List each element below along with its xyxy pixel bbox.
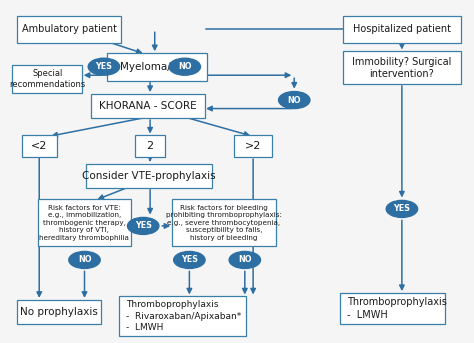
Text: NO: NO <box>178 62 191 71</box>
Ellipse shape <box>88 58 119 75</box>
Text: KHORANA - SCORE: KHORANA - SCORE <box>99 101 197 111</box>
FancyBboxPatch shape <box>343 16 461 43</box>
Ellipse shape <box>229 251 261 269</box>
Text: Consider VTE-prophylaxis: Consider VTE-prophylaxis <box>82 171 216 181</box>
Text: YES: YES <box>181 256 198 264</box>
FancyBboxPatch shape <box>340 293 445 324</box>
Text: YES: YES <box>135 222 152 230</box>
Ellipse shape <box>279 92 310 108</box>
Text: 2: 2 <box>146 141 154 151</box>
FancyBboxPatch shape <box>343 51 461 84</box>
Text: Hospitalized patient: Hospitalized patient <box>353 24 451 34</box>
FancyBboxPatch shape <box>135 135 165 157</box>
Text: YES: YES <box>393 204 410 213</box>
Text: Ambulatory patient: Ambulatory patient <box>22 24 117 34</box>
Text: Risk factors for bleeding
prohibiting thromboprophylaxis:
e.g., severe thrombocy: Risk factors for bleeding prohibiting th… <box>166 204 282 240</box>
FancyBboxPatch shape <box>172 199 276 246</box>
FancyBboxPatch shape <box>17 300 100 324</box>
Ellipse shape <box>386 200 418 217</box>
Text: Immobility? Surgical
intervention?: Immobility? Surgical intervention? <box>352 57 452 79</box>
Ellipse shape <box>69 251 100 269</box>
Text: NO: NO <box>238 256 252 264</box>
Ellipse shape <box>173 251 205 269</box>
Text: Thromboprophylaxis
-  Rivaroxaban/Apixaban*
-  LMWH: Thromboprophylaxis - Rivaroxaban/Apixaba… <box>126 300 241 332</box>
FancyBboxPatch shape <box>38 199 131 246</box>
Text: >2: >2 <box>245 141 261 151</box>
Ellipse shape <box>169 58 201 75</box>
Ellipse shape <box>128 217 159 235</box>
FancyBboxPatch shape <box>22 135 57 157</box>
FancyBboxPatch shape <box>91 94 205 118</box>
FancyBboxPatch shape <box>234 135 272 157</box>
FancyBboxPatch shape <box>12 65 82 93</box>
Text: No prophylaxis: No prophylaxis <box>20 307 98 317</box>
Text: Myeloma/MPN: Myeloma/MPN <box>120 62 194 72</box>
FancyBboxPatch shape <box>107 53 207 81</box>
Text: Special
recommendations: Special recommendations <box>9 69 85 89</box>
FancyBboxPatch shape <box>118 296 246 336</box>
Text: <2: <2 <box>31 141 47 151</box>
Text: Risk factors for VTE:
e.g., immobilization,
thrombogenic therapy,
history of VTI: Risk factors for VTE: e.g., immobilizati… <box>39 204 129 240</box>
Text: NO: NO <box>78 256 91 264</box>
Text: NO: NO <box>288 96 301 105</box>
FancyBboxPatch shape <box>17 16 121 43</box>
Text: Thromboprophylaxis
-  LMWH: Thromboprophylaxis - LMWH <box>347 297 447 320</box>
FancyBboxPatch shape <box>86 164 211 188</box>
Text: YES: YES <box>95 62 112 71</box>
